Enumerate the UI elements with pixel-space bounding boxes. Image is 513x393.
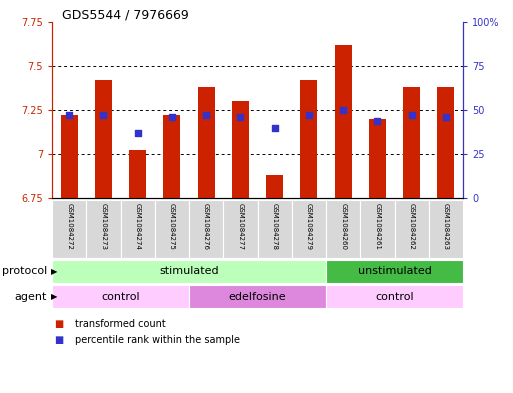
Bar <box>163 115 181 198</box>
Text: ▶: ▶ <box>51 292 57 301</box>
Text: edelfosine: edelfosine <box>229 292 286 301</box>
Bar <box>266 175 283 198</box>
Point <box>305 112 313 118</box>
Text: GSM1084260: GSM1084260 <box>340 203 346 250</box>
Text: ■: ■ <box>54 335 64 345</box>
Text: ■: ■ <box>54 319 64 329</box>
Point <box>100 112 108 118</box>
Text: GSM1084274: GSM1084274 <box>134 203 141 250</box>
Bar <box>369 119 386 198</box>
Bar <box>429 200 463 258</box>
Text: percentile rank within the sample: percentile rank within the sample <box>75 335 240 345</box>
Bar <box>61 115 77 198</box>
Bar <box>198 87 214 198</box>
Bar <box>52 200 86 258</box>
Bar <box>437 87 455 198</box>
Bar <box>326 200 360 258</box>
Text: GSM1084272: GSM1084272 <box>66 203 72 250</box>
Bar <box>223 200 258 258</box>
Point <box>168 114 176 120</box>
Bar <box>360 200 394 258</box>
Text: GSM1084279: GSM1084279 <box>306 203 312 250</box>
Text: GSM1084273: GSM1084273 <box>101 203 106 250</box>
Point <box>133 130 142 136</box>
Text: GSM1084277: GSM1084277 <box>238 203 243 250</box>
Bar <box>258 200 292 258</box>
Text: GSM1084275: GSM1084275 <box>169 203 175 250</box>
Text: GSM1084276: GSM1084276 <box>203 203 209 250</box>
Text: stimulated: stimulated <box>159 266 219 277</box>
Bar <box>326 260 463 283</box>
Bar <box>232 101 249 198</box>
Bar <box>326 285 463 308</box>
Point <box>202 112 210 118</box>
Bar <box>300 80 318 198</box>
Bar <box>334 45 352 198</box>
Text: agent: agent <box>14 292 47 301</box>
Bar <box>95 80 112 198</box>
Text: GSM1084262: GSM1084262 <box>409 203 415 250</box>
Text: control: control <box>101 292 140 301</box>
Bar <box>155 200 189 258</box>
Text: GSM1084263: GSM1084263 <box>443 203 449 250</box>
Bar <box>52 285 189 308</box>
Text: protocol: protocol <box>2 266 47 277</box>
Bar <box>129 151 146 198</box>
Point <box>65 112 73 118</box>
Text: GDS5544 / 7976669: GDS5544 / 7976669 <box>62 8 189 21</box>
Bar <box>403 87 420 198</box>
Bar <box>189 200 223 258</box>
Bar <box>292 200 326 258</box>
Text: control: control <box>375 292 414 301</box>
Bar <box>121 200 155 258</box>
Text: GSM1084261: GSM1084261 <box>374 203 380 250</box>
Text: transformed count: transformed count <box>75 319 166 329</box>
Bar <box>86 200 121 258</box>
Point <box>236 114 245 120</box>
Bar <box>394 200 429 258</box>
Point <box>407 112 416 118</box>
Text: GSM1084278: GSM1084278 <box>271 203 278 250</box>
Text: unstimulated: unstimulated <box>358 266 431 277</box>
Point <box>373 118 382 124</box>
Point <box>442 114 450 120</box>
Point <box>270 125 279 131</box>
Bar <box>52 260 326 283</box>
Point <box>339 107 347 113</box>
Text: ▶: ▶ <box>51 267 57 276</box>
Bar <box>189 285 326 308</box>
